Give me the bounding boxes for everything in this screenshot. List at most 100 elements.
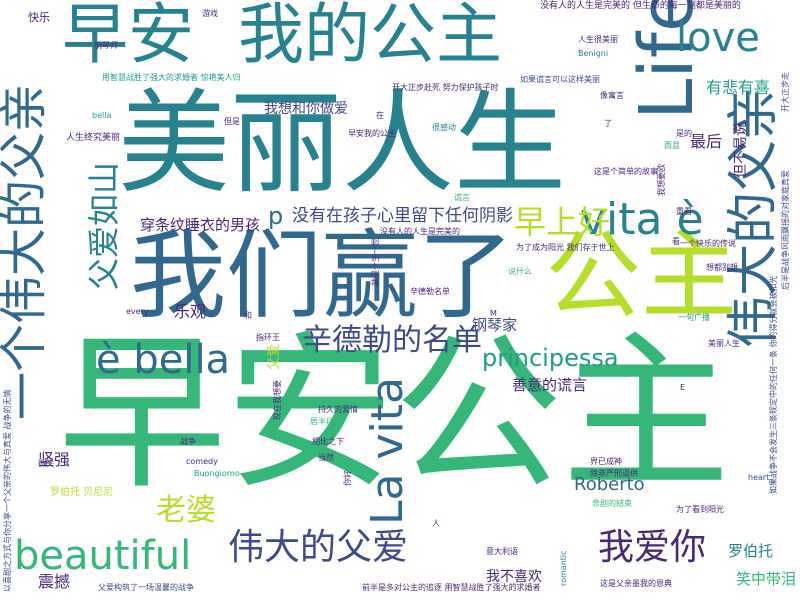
word-wo-ai-ni: 我爱你 <box>598 527 707 568</box>
word-danshi: 但是 <box>224 117 240 126</box>
word-roberto: Roberto <box>574 474 645 495</box>
word-kuaile: 快乐 <box>28 11 50 24</box>
word-letter-m: M <box>490 309 497 318</box>
word-huangyan: 谎言 <box>454 193 470 202</box>
word-gongzhu: 公主 <box>545 220 737 332</box>
word-jieyi-chengshen: 界已成神 <box>590 457 622 466</box>
word-zuihou: 最后 <box>690 132 723 151</box>
word-qianban-gongzhu: 前半是多对公主的追逐 用智慧战胜了强大的求婚者 <box>362 583 541 592</box>
word-beiju-jieshu: 悲剧的结束 <box>592 499 632 508</box>
word-shuo-shenme: 说什么 <box>508 267 532 276</box>
word-buongiorno: Buongiorno <box>194 469 240 478</box>
word-shide: 是的 <box>676 129 692 138</box>
word-every: every <box>126 307 149 316</box>
word-la-vita: La vita <box>362 377 413 525</box>
word-xindele-mingdan-small: 辛德勒名单 <box>410 287 450 296</box>
word-meili-rensheng: 美丽人生 <box>118 79 566 209</box>
word-yong-zhihui-zhansheng: 用智慧战胜了强大的求婚者 惊艳美人归 <box>102 73 241 82</box>
word-zaoshang-hao: 早上好 <box>514 203 611 241</box>
word-dangran: 当然 <box>318 453 334 462</box>
word-zhihuan-wang: 指环王 <box>256 333 280 342</box>
word-kaida-zhengbu-zou: 开大正步走 <box>781 72 790 112</box>
word-luobotuo-beinini: 罗伯托 贝尼尼 <box>50 487 114 498</box>
word-wo-xiang-yao-ou: 我想要欧 <box>657 164 666 196</box>
word-meiyou-wanmei-short: 没有人的人生是完美的 <box>380 227 460 236</box>
word-romantic: romantic <box>559 550 568 586</box>
word-zai: 在 <box>376 111 384 120</box>
word-kan: 看 <box>672 237 680 246</box>
word-women-yingle: 我们赢了 <box>130 220 514 332</box>
word-kaida-zhengbu: 开大正步赴死 努力保护孩子时 <box>392 83 499 92</box>
word-meiyou-yinying: 没有在孩子心里留下任何阴影 <box>292 206 513 226</box>
word-xiangbi-zhixia: 相比之下 <box>312 437 344 446</box>
word-ju-banduan: 居半段 <box>310 417 334 426</box>
word-love: love <box>676 15 760 61</box>
word-benigni: Benigni <box>578 49 609 58</box>
word-yiju-guangbo: 一句广播 <box>678 313 710 322</box>
word-chijiu-aiqing: 持久的爱情 <box>318 405 358 414</box>
word-chongkan: 重看 <box>676 207 692 216</box>
word-xiaozhong-dailei: 笑中带泪 <box>736 570 797 588</box>
word-he: 和 <box>244 311 252 320</box>
word-xiangdou-bie-xiang: 想都别想 <box>706 263 738 272</box>
word-le: 了 <box>604 119 612 128</box>
word-xiju-fangshi: 以喜剧之方式与你分享一个父亲的伟大与真爱 战争的无情 <box>3 389 12 592</box>
word-wode-gongzhu: 我的公主 <box>238 0 502 73</box>
word-chengwei-yangguang: 为了成为阳光 我们存于世上 <box>516 243 615 252</box>
word-fuai-rushan: 父爱如山 <box>85 161 123 290</box>
word-letter-e: E <box>680 383 686 392</box>
word-wo-bu-xihuan: 我不喜欢 <box>486 569 542 585</box>
word-weile-kandao-yangguang: 为了看到阳光 <box>676 505 724 514</box>
word-e-bella: è bella <box>96 337 231 383</box>
word-chufei-yanxing: 除非严刑逼供 <box>590 469 638 478</box>
word-fuai-goujian: 父爱构筑了一场温馨的战争 <box>98 583 194 592</box>
word-principessa: principessa <box>482 344 619 372</box>
word-youbei-youxi: 有悲有喜 <box>706 78 771 97</box>
word-houban-zhanzheng: 后半是战争风雨飘摇的对家庭真爱 <box>781 170 790 290</box>
word-rensheng-zhongjiu: 人生终究美丽 <box>66 133 121 143</box>
word-laopo: 老婆 <box>156 493 216 528</box>
word-gangqinshi: 钢琴师 <box>94 41 118 50</box>
word-jiandan-gushi: 这是个简单的故事 <box>594 167 658 176</box>
word-rensheng-hen-meili: 人生很美丽 <box>578 35 618 44</box>
word-zaoan-wode-gongzhu: 早安我的公主 <box>348 129 396 138</box>
word-comedy: comedy <box>186 457 218 466</box>
word-nihao: 你好 <box>343 470 352 486</box>
word-meili-rensheng-small: 美丽人生 <box>708 339 740 348</box>
word-wo-xiang-he-ni: 我想和你做爱 <box>264 101 348 117</box>
word-yige-weida-de-fuqin: 一个伟大的父亲 <box>0 83 52 420</box>
word-vita-e: vita è <box>580 194 704 245</box>
word-beautiful: beautiful <box>14 533 192 579</box>
word-xiang-yuyan: 像寓言 <box>600 91 624 100</box>
word-zhenhan: 震撼 <box>38 572 71 591</box>
word-xianzai-woxiangyao: 现在我想要 <box>273 380 282 420</box>
word-ruguo-zhanzheng: 如果战争不会发生三条规定中的任何一条 你的得分就会被扣光 <box>769 275 778 494</box>
word-weida-de-fuai: 伟大的父爱 <box>228 527 409 568</box>
word-jiushi-yisheng: 就是一生一世 <box>371 238 380 286</box>
word-youxi: 游戏 <box>202 9 218 18</box>
word-shanyi-huangyan: 善意的谎言 <box>512 376 588 394</box>
word-leguan: 乐观 <box>174 302 207 321</box>
word-erqie: 而且 <box>664 141 680 150</box>
word-bella: bella <box>92 111 112 120</box>
word-luobotuo: 罗伯托 <box>728 542 774 560</box>
word-xindele-mingdan: 辛德勒的名单 <box>302 323 482 358</box>
word-fuai-small: 父爱 <box>267 343 282 370</box>
word-weixiao: 微笑 <box>38 459 54 468</box>
word-gangqinjia: 钢琴家 <box>472 316 518 334</box>
word-jianqiang: 坚强 <box>38 450 71 469</box>
word-yidali-yu: 意大利语 <box>486 547 518 556</box>
word-ruguo-huangyan: 如果谎言可以这样美丽 <box>520 75 600 84</box>
word-fuqin-endian: 这是父亲墨我的恩典 <box>600 579 672 588</box>
word-chuan-tiaowen: 穿条纹睡衣的男孩 <box>140 216 261 234</box>
word-danbu-yishuo: 但不易说 <box>733 122 749 178</box>
word-hen-gandong: 很感动 <box>432 123 456 132</box>
word-meiyou-wanmei-long: 没有人的人生是完美的 但生命的每一刻都是美丽的 <box>540 1 741 11</box>
word-kuaile-chuanshuo: 一个快乐的传说 <box>680 239 736 248</box>
word-ren: 人 <box>432 519 440 528</box>
word-zaoan-gongzhu: 早安公主 <box>58 316 730 512</box>
word-zhanzheng: 战争 <box>180 437 196 446</box>
word-zaoan: 早安 <box>62 0 194 73</box>
word-heart: heart <box>748 473 770 482</box>
